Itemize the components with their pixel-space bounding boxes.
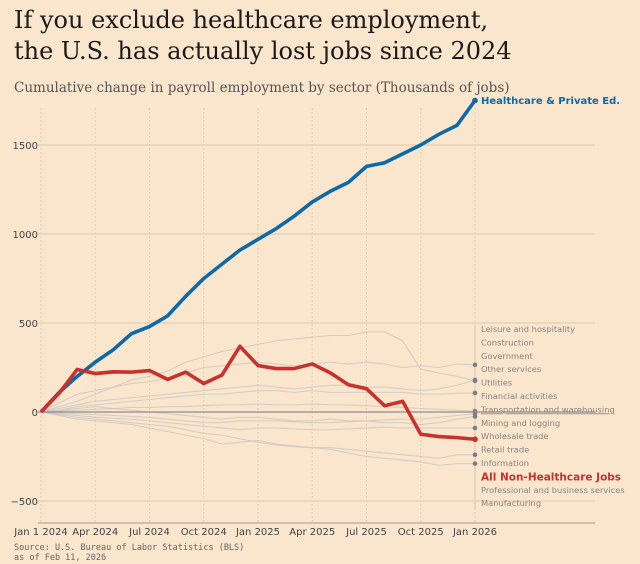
chart-subtitle: Cumulative change in payroll employment … [14,80,510,96]
sector-label: Government [481,351,533,361]
sector-end-dot [472,377,478,383]
y-tick-label: 1000 [13,230,38,241]
sector-label: Mining and logging [481,418,560,428]
sector-label: Transportation and warehousing [480,404,615,414]
non-healthcare-end-dot [472,436,478,443]
x-tick-label: Jul 2024 [128,527,170,538]
x-tick-label: Jan 2026 [452,527,497,538]
non-healthcare-line [39,344,476,442]
healthcare-end-dot [472,97,478,104]
source-note: Source: U.S. Bureau of Labor Statistics … [14,543,244,553]
chart-title-line2: the U.S. has actually lost jobs since 20… [14,37,512,65]
sector-line [40,361,476,413]
y-tick-label: 0 [32,408,38,419]
y-tick-label: −500 [11,497,38,508]
y-tick-label: 1500 [13,141,38,152]
x-tick-label: Apr 2024 [72,527,118,538]
sector-label: Information [481,458,529,468]
sector-line [40,411,475,431]
sector-end-dot [472,425,478,431]
sector-line [40,411,475,459]
sector-line [40,379,476,413]
sector-label: Manufacturing [481,498,541,508]
x-tick-label: Oct 2025 [398,527,444,538]
sector-end-dot [472,362,478,368]
sector-label: Leisure and hospitality [481,324,575,334]
sector-label: Wholesale trade [481,431,549,441]
as-of-note: as of Feb 11, 2026 [14,553,106,563]
x-tick-label: Jan 1 2024 [13,527,68,538]
sector-label: Financial activities [481,391,557,401]
chart-title: If you exclude healthcare employment, [14,6,488,34]
x-tick-label: Oct 2024 [181,527,227,538]
sector-label: Professional and business services [481,485,625,495]
x-tick-label: Jul 2025 [345,527,387,538]
sector-end-dot [472,461,478,466]
non-healthcare-label: All Non-Healthcare Jobs [481,471,621,483]
sector-label: Retail trade [481,445,529,455]
x-tick-label: Apr 2025 [289,527,335,538]
sector-line [40,406,476,425]
y-tick-label: 500 [19,319,38,330]
sector-end-dot [472,390,478,396]
sector-line [40,390,476,413]
sector-end-dot [472,452,478,458]
healthcare-label: Healthcare & Private Ed. [481,96,620,107]
sector-line [40,411,476,424]
sector-label: Construction [481,337,534,347]
healthcare-line [39,99,477,414]
sector-line [40,411,475,466]
x-tick-label: Jan 2025 [235,527,280,538]
sector-label: Utilities [481,378,512,388]
sector-label: Other services [481,364,541,374]
